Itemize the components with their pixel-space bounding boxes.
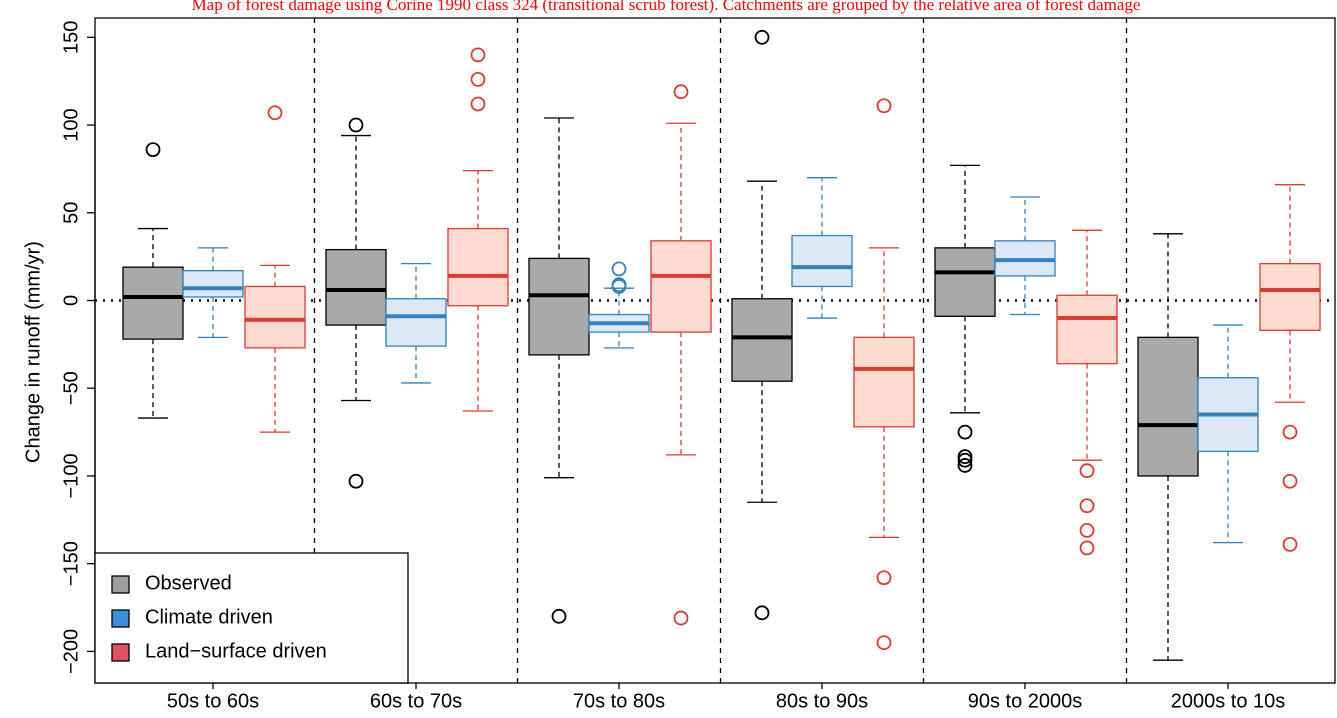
outlier xyxy=(1079,540,1095,556)
outlier xyxy=(754,29,770,45)
box xyxy=(182,270,244,298)
box-group xyxy=(244,105,306,433)
legend-swatch xyxy=(111,643,130,662)
outlier xyxy=(611,261,627,277)
outlier xyxy=(470,47,486,63)
y-axis-label: Change in runoff (mm/yr) xyxy=(22,241,44,463)
chart-title: Map of forest damage using Corine 1990 c… xyxy=(192,0,1141,14)
y-tick-label: 50 xyxy=(60,202,82,224)
x-tick-label: 60s to 70s xyxy=(370,690,462,712)
box xyxy=(244,285,306,349)
box xyxy=(1137,336,1199,477)
outlier xyxy=(470,72,486,87)
box xyxy=(791,234,853,288)
y-tick-label: −100 xyxy=(60,453,82,498)
outlier xyxy=(1079,498,1095,514)
y-tick-label: 100 xyxy=(60,108,82,141)
box xyxy=(731,298,793,382)
box xyxy=(447,227,509,307)
box xyxy=(122,266,184,340)
outlier xyxy=(267,105,283,121)
box-group xyxy=(447,47,509,412)
box-group xyxy=(1137,233,1199,661)
y-tick-label: 0 xyxy=(60,295,82,306)
legend-label: Climate driven xyxy=(145,606,273,628)
legend-label: Land−surface driven xyxy=(145,640,327,662)
outlier xyxy=(1079,522,1095,538)
box-group xyxy=(385,262,447,384)
box-group xyxy=(731,29,793,621)
outlier xyxy=(876,570,892,586)
box-group xyxy=(325,117,387,489)
y-tick-label: −50 xyxy=(60,371,82,405)
x-tick-label: 2000s to 10s xyxy=(1171,690,1286,712)
outlier xyxy=(470,96,486,112)
box xyxy=(325,248,387,326)
outlier xyxy=(876,98,892,114)
box xyxy=(934,247,996,317)
box-group xyxy=(1056,229,1118,556)
box xyxy=(528,257,590,356)
legend-swatch xyxy=(111,575,130,594)
box-group xyxy=(994,196,1056,316)
box xyxy=(385,298,447,347)
box-group xyxy=(122,142,184,419)
outlier xyxy=(673,84,689,100)
y-tick-label: 150 xyxy=(60,21,82,54)
outlier xyxy=(1282,473,1298,489)
outlier xyxy=(1282,424,1298,440)
box-group xyxy=(182,247,244,338)
box xyxy=(650,240,712,333)
outlier xyxy=(145,142,161,157)
outlier xyxy=(348,473,364,489)
x-tick-label: 90s to 2000s xyxy=(968,690,1083,712)
box-group xyxy=(588,261,650,349)
y-tick-label: −150 xyxy=(60,541,82,586)
box-group xyxy=(528,117,590,624)
box xyxy=(1056,294,1118,365)
outlier xyxy=(957,424,973,440)
box-group xyxy=(1197,324,1259,544)
x-tick-label: 50s to 60s xyxy=(167,690,259,712)
outlier xyxy=(1282,536,1298,552)
legend-box xyxy=(94,552,409,684)
outlier xyxy=(754,605,770,621)
box-group xyxy=(791,177,853,319)
outlier xyxy=(1079,463,1095,479)
box-group xyxy=(934,164,996,473)
x-tick-label: 70s to 80s xyxy=(573,690,665,712)
outlier xyxy=(957,458,973,473)
box-group xyxy=(1259,184,1321,552)
y-tick-label: −200 xyxy=(60,629,82,674)
outlier xyxy=(673,610,689,626)
box xyxy=(853,336,915,428)
box-group xyxy=(650,84,712,626)
legend-swatch xyxy=(111,609,130,628)
outlier xyxy=(551,608,567,624)
outlier xyxy=(611,279,627,294)
x-tick-label: 80s to 90s xyxy=(776,690,868,712)
outlier xyxy=(957,452,973,468)
box xyxy=(1259,262,1321,331)
legend-label: Observed xyxy=(145,572,232,594)
box-group xyxy=(853,98,915,651)
outlier xyxy=(876,635,892,651)
outlier xyxy=(348,117,364,133)
